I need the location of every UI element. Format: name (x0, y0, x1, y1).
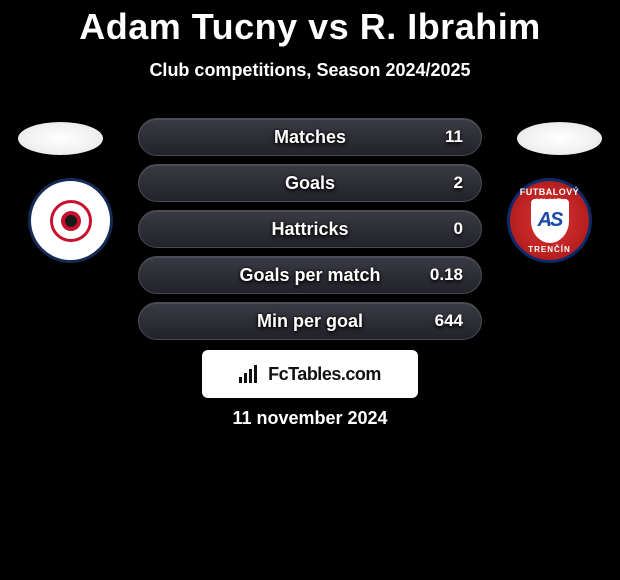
stat-right-value: 2 (401, 173, 481, 193)
stats-table: Matches 11 Goals 2 Hattricks 0 Goals per… (138, 118, 482, 348)
stat-label: Matches (219, 127, 401, 148)
club-badge-left-center (61, 211, 81, 231)
club-badge-right: FUTBALOVÝ KLUB AS TRENČÍN (507, 178, 592, 263)
player-left-avatar-placeholder (18, 122, 103, 155)
player-right-avatar-placeholder (517, 122, 602, 155)
brand-name: FcTables.com (268, 364, 381, 385)
stat-right-value: 11 (401, 127, 481, 147)
stat-row: Goals 2 (138, 164, 482, 202)
club-badge-right-shield: AS (531, 199, 569, 243)
club-badge-left-ring (50, 200, 92, 242)
footer-date: 11 november 2024 (0, 408, 620, 429)
stat-row: Min per goal 644 (138, 302, 482, 340)
stat-label: Hattricks (219, 219, 401, 240)
club-badge-right-bottom-text: TRENČÍN (510, 245, 589, 254)
stat-right-value: 0.18 (401, 265, 481, 285)
bars-icon (239, 365, 257, 383)
stat-label: Goals per match (219, 265, 401, 286)
page-title: Adam Tucny vs R. Ibrahim (0, 0, 620, 48)
club-badge-left (28, 178, 113, 263)
brand-logo-text: FcTables.com (239, 364, 381, 385)
stat-row: Matches 11 (138, 118, 482, 156)
stat-row: Hattricks 0 (138, 210, 482, 248)
stat-right-value: 644 (401, 311, 481, 331)
stat-row: Goals per match 0.18 (138, 256, 482, 294)
stat-label: Goals (219, 173, 401, 194)
brand-logo[interactable]: FcTables.com (202, 350, 418, 398)
page-subtitle: Club competitions, Season 2024/2025 (0, 60, 620, 81)
club-badge-right-monogram: AS (538, 209, 562, 232)
stat-label: Min per goal (219, 311, 401, 332)
stat-right-value: 0 (401, 219, 481, 239)
